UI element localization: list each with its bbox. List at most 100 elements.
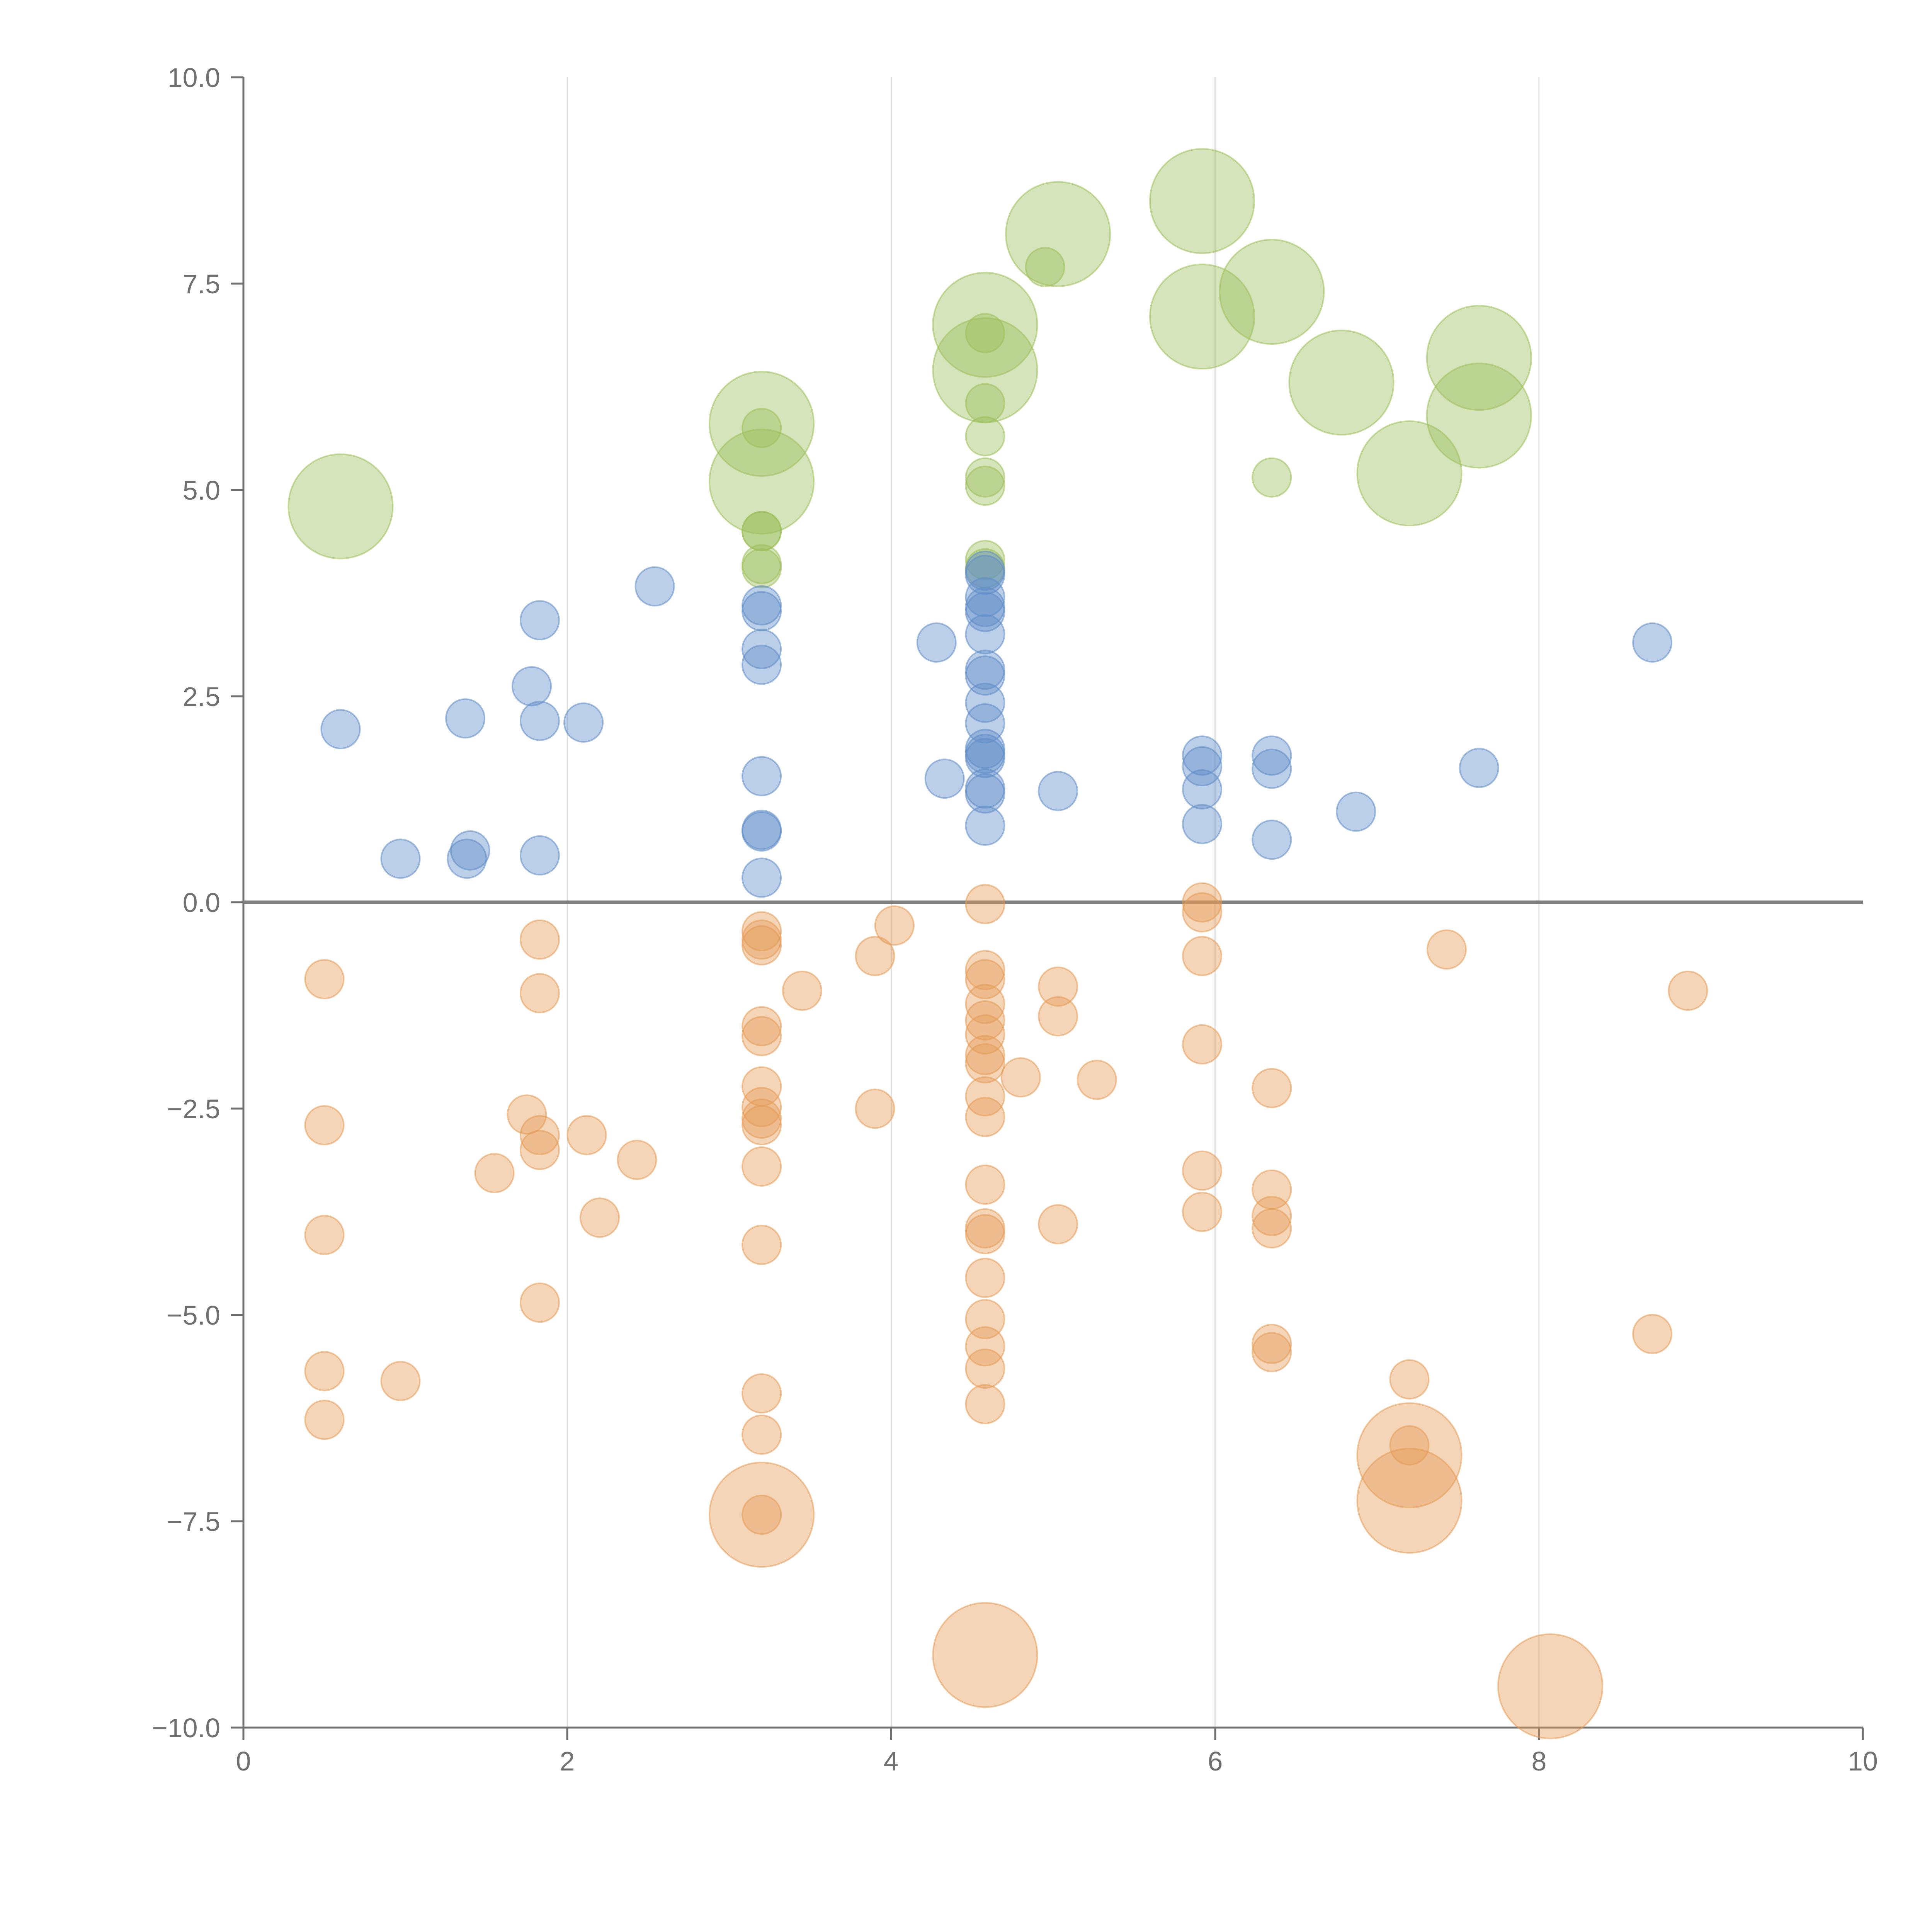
- y-tick: −7.5: [167, 1507, 243, 1537]
- orange-bubble: [965, 1208, 1005, 1249]
- orange-bubble: [742, 1225, 782, 1265]
- orange-bubble: [965, 1000, 1005, 1041]
- orange-bubble: [1252, 1208, 1292, 1249]
- orange-bubble: [1252, 1196, 1292, 1236]
- blue-bubble: [742, 811, 782, 852]
- x-tick: 8: [1532, 1728, 1547, 1776]
- green-bubble: [1005, 181, 1111, 287]
- orange-bubble: [965, 1035, 1005, 1075]
- y-tick: 5.0: [183, 475, 243, 505]
- orange-bubble: [965, 1014, 1005, 1055]
- green-bubble: [965, 383, 1005, 423]
- blue-bubble: [1182, 804, 1223, 844]
- y-tick-label: −5.0: [167, 1300, 220, 1330]
- orange-bubble: [1182, 1192, 1223, 1232]
- orange-bubble: [782, 970, 822, 1011]
- orange-bubble: [965, 1076, 1005, 1117]
- orange-bubble: [519, 973, 560, 1014]
- orange-bubble: [965, 984, 1005, 1024]
- orange-bubble: [519, 1115, 560, 1155]
- blue-bubble: [1459, 748, 1499, 788]
- blue-bubble: [445, 698, 486, 739]
- blue-bubble: [742, 591, 782, 631]
- blue-bubble: [924, 759, 965, 799]
- orange-bubble: [617, 1139, 657, 1180]
- x-tick-label: 10: [1848, 1746, 1878, 1776]
- blue-bubble: [634, 566, 675, 607]
- orange-bubble: [709, 1462, 815, 1568]
- blue-bubble: [1632, 622, 1673, 663]
- orange-bubble: [1038, 966, 1078, 1007]
- y-tick: 2.5: [183, 682, 243, 712]
- x-axis-ticks: 0 2 4 6 8 10: [236, 1728, 1878, 1776]
- green-bubble: [1252, 457, 1292, 498]
- blue-bubble: [742, 629, 782, 669]
- orange-bubble: [1668, 970, 1708, 1011]
- orange-bubble: [1252, 1323, 1292, 1364]
- blue-bubble: [965, 554, 1005, 595]
- blue-bubble: [965, 592, 1005, 632]
- orange-bubble: [519, 1130, 560, 1170]
- orange-bubble: [932, 1602, 1038, 1708]
- green-bubble: [742, 548, 782, 588]
- green-bubble: [965, 313, 1005, 354]
- orange-bubble: [855, 936, 895, 976]
- blue-bubble: [965, 614, 1005, 655]
- blue-bubble: [519, 835, 560, 876]
- x-tick-label: 6: [1208, 1746, 1223, 1776]
- orange-bubble: [965, 884, 1005, 924]
- orange-bubble: [965, 1349, 1005, 1389]
- blue-bubble: [380, 838, 421, 879]
- x-tick-label: 0: [236, 1746, 251, 1776]
- orange-bubble: [965, 1097, 1005, 1137]
- green-bubble: [1426, 362, 1532, 469]
- orange-bubble: [519, 1282, 560, 1323]
- green-bubble: [965, 540, 1005, 580]
- orange-bubble: [474, 1153, 515, 1193]
- green-bubble: [1288, 330, 1395, 436]
- blue-bubble: [1182, 746, 1223, 787]
- orange-bubble: [304, 1105, 345, 1146]
- orange-bubble: [742, 925, 782, 966]
- blue-bubble: [965, 682, 1005, 723]
- orange-bubble: [1426, 929, 1467, 970]
- orange-bubble: [965, 959, 1005, 1000]
- orange-bubble: [742, 911, 782, 952]
- blue-bubble: [916, 622, 957, 663]
- y-axis-ticks: 10.0 7.5 5.0 2.5 0.0 −2.5 −5.0 −7.5 −10.…: [152, 63, 243, 1743]
- green-bubble: [1149, 264, 1255, 370]
- green-bubble: [742, 408, 782, 448]
- green-bubble: [709, 429, 815, 535]
- blue-bubble: [320, 709, 361, 750]
- orange-bubble: [580, 1197, 620, 1238]
- x-tick: 6: [1208, 1728, 1223, 1776]
- y-tick: −5.0: [167, 1300, 243, 1330]
- x-tick: 4: [884, 1728, 898, 1776]
- y-tick-label: 7.5: [183, 269, 220, 299]
- orange-bubble: [304, 959, 345, 1000]
- green-bubble: [1426, 305, 1532, 411]
- orange-bubble: [1182, 936, 1223, 976]
- blue-bubble: [742, 585, 782, 626]
- orange-bubble: [1182, 882, 1223, 923]
- y-tick-label: −2.5: [167, 1094, 220, 1124]
- orange-bubble: [742, 1414, 782, 1455]
- bubbles: [287, 148, 1708, 1740]
- x-tick: 0: [236, 1728, 251, 1776]
- x-tick-label: 8: [1532, 1746, 1547, 1776]
- orange-bubble: [965, 1164, 1005, 1205]
- green-bubble: [965, 457, 1005, 498]
- orange-bubble: [965, 950, 1005, 990]
- orange-bubble: [1497, 1633, 1604, 1740]
- blue-bubble: [1252, 748, 1292, 789]
- orange-bubble: [742, 1146, 782, 1187]
- orange-bubble: [519, 919, 560, 960]
- green-bubble: [287, 453, 394, 560]
- y-tick: −2.5: [167, 1094, 243, 1124]
- orange-bubble: [1038, 996, 1078, 1037]
- orange-bubble: [742, 1087, 782, 1128]
- green-bubble: [1219, 239, 1325, 345]
- green-bubble: [1149, 148, 1255, 254]
- y-tick-label: 2.5: [183, 682, 220, 712]
